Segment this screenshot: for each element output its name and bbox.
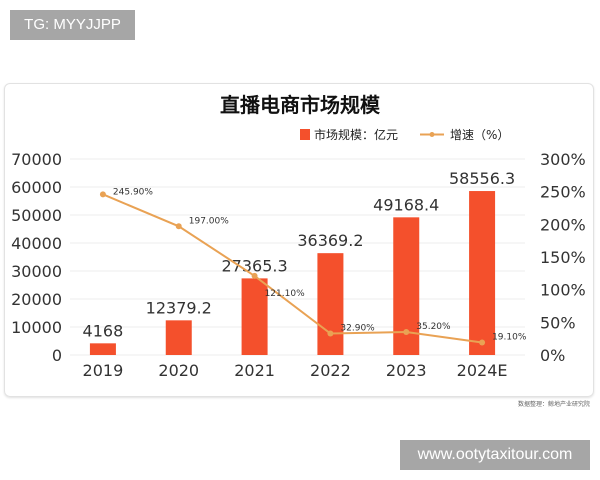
legend-line-marker bbox=[429, 132, 435, 137]
chart-title: 直播电商市场规模 bbox=[220, 93, 381, 117]
left-tick-label: 40000 bbox=[11, 234, 62, 253]
bar-data-label: 49168.4 bbox=[373, 195, 439, 214]
left-tick-label: 20000 bbox=[11, 290, 62, 309]
legend-bar-label: 市场规模：亿元 bbox=[314, 127, 398, 142]
growth-data-label: 32.90% bbox=[340, 324, 375, 334]
legend-bar-swatch bbox=[300, 129, 310, 140]
bar bbox=[317, 253, 344, 355]
bar bbox=[469, 191, 496, 355]
bar bbox=[241, 278, 268, 355]
x-tick-label: 2021 bbox=[234, 361, 275, 380]
growth-data-label: 197.00% bbox=[189, 216, 229, 226]
right-tick-label: 150% bbox=[540, 248, 586, 267]
left-tick-label: 10000 bbox=[11, 318, 62, 337]
bar bbox=[89, 343, 116, 355]
x-tick-label: 2020 bbox=[158, 361, 199, 380]
left-tick-label: 30000 bbox=[11, 262, 62, 281]
bar-data-label: 58556.3 bbox=[449, 169, 515, 188]
bar-data-label: 27365.3 bbox=[221, 256, 287, 275]
growth-point bbox=[479, 339, 486, 346]
right-tick-label: 300% bbox=[540, 150, 586, 169]
growth-data-label: 19.10% bbox=[492, 333, 527, 343]
growth-line bbox=[102, 193, 483, 344]
source-note: 数据整理：鲸地产业研究院 bbox=[517, 401, 590, 408]
x-tick-label: 2024E bbox=[457, 361, 508, 380]
bar-data-label: 4168 bbox=[83, 321, 124, 340]
bar-data-label: 36369.2 bbox=[297, 231, 363, 250]
x-tick-label: 2022 bbox=[310, 361, 351, 380]
growth-point bbox=[175, 223, 182, 230]
right-tick-label: 200% bbox=[540, 215, 586, 234]
left-tick-label: 60000 bbox=[11, 178, 62, 197]
growth-point bbox=[251, 272, 258, 279]
bar bbox=[165, 320, 192, 355]
left-tick-label: 70000 bbox=[11, 150, 62, 169]
x-tick-label: 2019 bbox=[83, 361, 124, 380]
right-tick-label: 0% bbox=[540, 346, 565, 365]
growth-data-label: 121.10% bbox=[265, 289, 305, 299]
growth-data-label: 35.20% bbox=[416, 322, 451, 332]
watermark-top: TG: MYYJJPP bbox=[10, 10, 135, 40]
right-tick-label: 100% bbox=[540, 281, 586, 300]
growth-point bbox=[99, 191, 106, 198]
growth-data-label: 245.90% bbox=[113, 187, 153, 197]
watermark-bottom: www.ootytaxitour.com bbox=[400, 440, 590, 470]
x-tick-label: 2023 bbox=[386, 361, 427, 380]
bar-data-label: 12379.2 bbox=[146, 298, 212, 317]
left-tick-label: 0 bbox=[52, 346, 62, 365]
chart-card bbox=[4, 83, 594, 397]
growth-point bbox=[403, 329, 410, 336]
left-tick-label: 50000 bbox=[11, 206, 62, 225]
right-tick-label: 250% bbox=[540, 183, 586, 202]
legend-line-label: 增速（%） bbox=[450, 128, 509, 142]
right-tick-label: 50% bbox=[540, 313, 576, 332]
growth-point bbox=[327, 330, 334, 337]
